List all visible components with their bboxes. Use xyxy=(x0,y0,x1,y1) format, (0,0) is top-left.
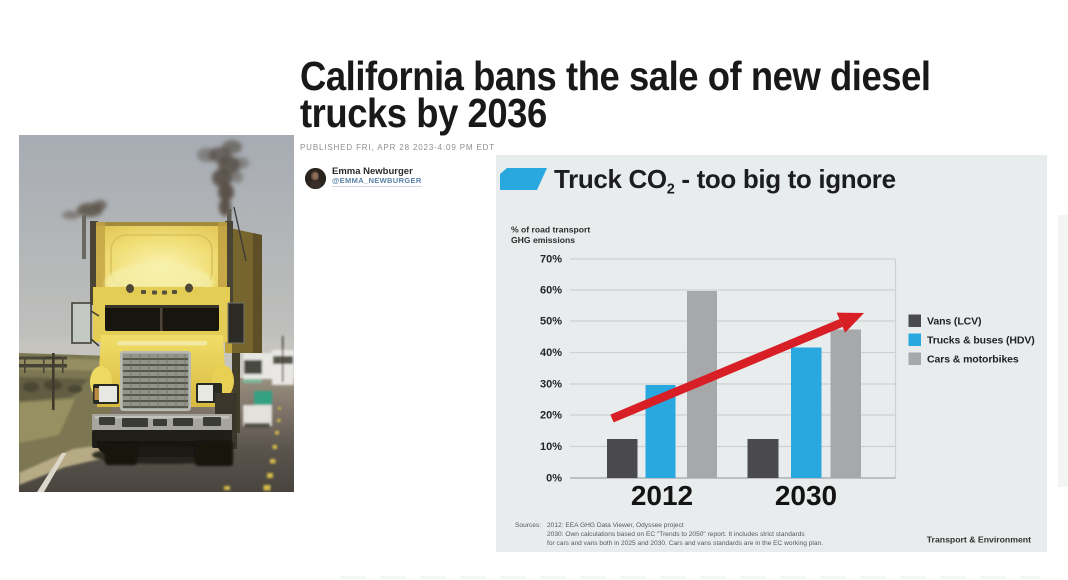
svg-text:Trucks & buses (HDV): Trucks & buses (HDV) xyxy=(927,335,1035,347)
svg-text:10%: 10% xyxy=(540,441,562,453)
svg-text:% of road transport: % of road transport xyxy=(511,225,590,235)
svg-text:GHG emissions: GHG emissions xyxy=(511,235,575,245)
svg-text:60%: 60% xyxy=(540,285,562,297)
svg-text:2012: 2012 xyxy=(631,480,693,511)
svg-text:2012: EEA GHG Data Viewer, Ody: 2012: EEA GHG Data Viewer, Odyssee proje… xyxy=(547,522,684,529)
svg-text:50%: 50% xyxy=(540,316,562,328)
svg-text:70%: 70% xyxy=(540,254,562,266)
svg-text:2030: 2030 xyxy=(775,480,837,511)
svg-text:2030: Own calculations based o: 2030: Own calculations based on EC "Tren… xyxy=(547,531,805,538)
svg-text:30%: 30% xyxy=(540,379,562,391)
svg-text:Cars & motorbikes: Cars & motorbikes xyxy=(927,354,1019,366)
svg-text:0%: 0% xyxy=(546,473,562,485)
svg-text:40%: 40% xyxy=(540,347,562,359)
svg-text:for cars and vans both in 2025: for cars and vans both in 2025 and 2030.… xyxy=(547,540,823,547)
svg-text:Vans (LCV): Vans (LCV) xyxy=(927,316,981,328)
svg-text:Transport & Environment: Transport & Environment xyxy=(927,535,1031,545)
svg-text:Sources:: Sources: xyxy=(515,522,541,529)
svg-text:Truck CO2 - too big to ignore: Truck CO2 - too big to ignore xyxy=(554,164,896,198)
svg-text:20%: 20% xyxy=(540,410,562,422)
